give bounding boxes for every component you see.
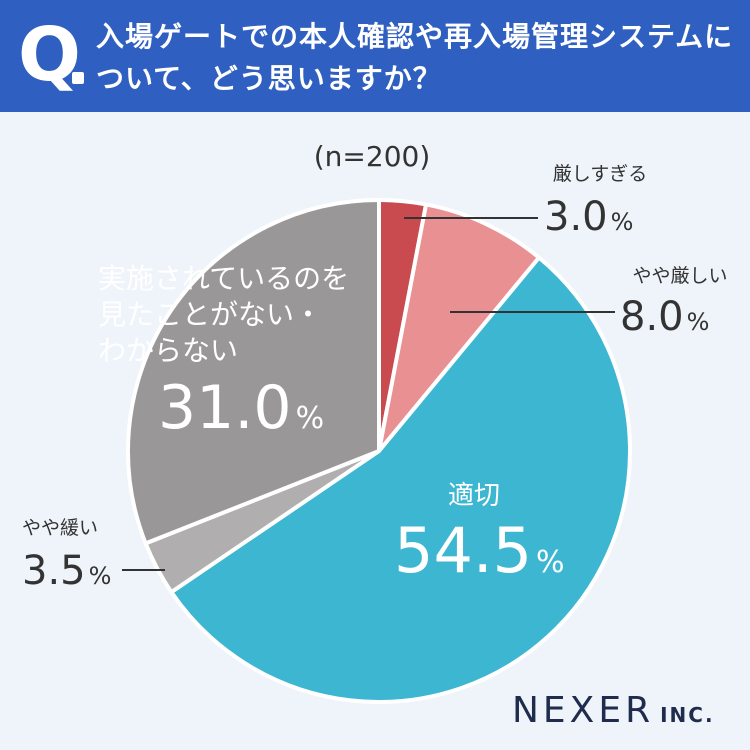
pie-slices	[126, 198, 632, 704]
logo-name: NEXER	[512, 690, 655, 731]
slice-label-appropriate: 適切	[448, 481, 500, 511]
question-header: Q 入場ゲートでの本人確認や再入場管理システムに ついて、どう思いますか？	[0, 0, 750, 112]
slice-value-number-somewhat-strict: 8.0	[620, 294, 684, 340]
question-dot	[72, 72, 84, 84]
slice-value-unit-somewhat-loose: %	[89, 562, 112, 590]
question-text: 入場ゲートでの本人確認や再入場管理システムに ついて、どう思いますか？	[96, 16, 746, 100]
slice-value-number-unknown: 31.0	[158, 373, 292, 443]
logo-suffix: INC.	[660, 703, 715, 727]
slice-value-appropriate: 54.5%	[394, 514, 565, 587]
slice-label-unknown-line-3: わからない	[98, 334, 238, 367]
pie-slice-somewhat-strict	[377, 202, 541, 453]
sample-size: (n=200)	[314, 140, 431, 173]
question-line-1: 入場ゲートでの本人確認や再入場管理システムに	[96, 20, 734, 53]
slice-value-unit-appropriate: %	[536, 545, 565, 580]
slice-value-strict: 3.0%	[544, 194, 633, 240]
question-mark: Q	[18, 12, 81, 98]
slice-value-unit-unknown: %	[296, 401, 325, 436]
slice-value-unit-strict: %	[611, 208, 634, 236]
slice-label-strict: 厳しすぎる	[553, 163, 648, 185]
slice-label-unknown-line-1: 実施されているのを	[98, 262, 349, 295]
slice-value-unit-somewhat-strict: %	[687, 308, 710, 336]
pie-slice-unknown	[126, 198, 381, 546]
slice-value-somewhat-strict: 8.0%	[620, 294, 709, 340]
slice-value-number-appropriate: 54.5	[394, 514, 532, 587]
slice-label-somewhat-loose: やや緩い	[22, 517, 98, 539]
slice-value-number-somewhat-loose: 3.5	[22, 548, 86, 594]
nexer-logo: NEXER INC.	[512, 690, 715, 731]
question-line-2: ついて、どう思いますか？	[96, 62, 442, 95]
slice-label-somewhat-strict: やや厳しい	[632, 265, 727, 287]
slice-value-unknown: 31.0%	[158, 373, 324, 443]
slice-value-number-strict: 3.0	[544, 194, 608, 240]
slice-value-somewhat-loose: 3.5%	[22, 548, 111, 594]
slice-label-unknown-line-2: 見たことがない・	[98, 298, 322, 331]
pie-slice-appropriate	[169, 255, 632, 704]
